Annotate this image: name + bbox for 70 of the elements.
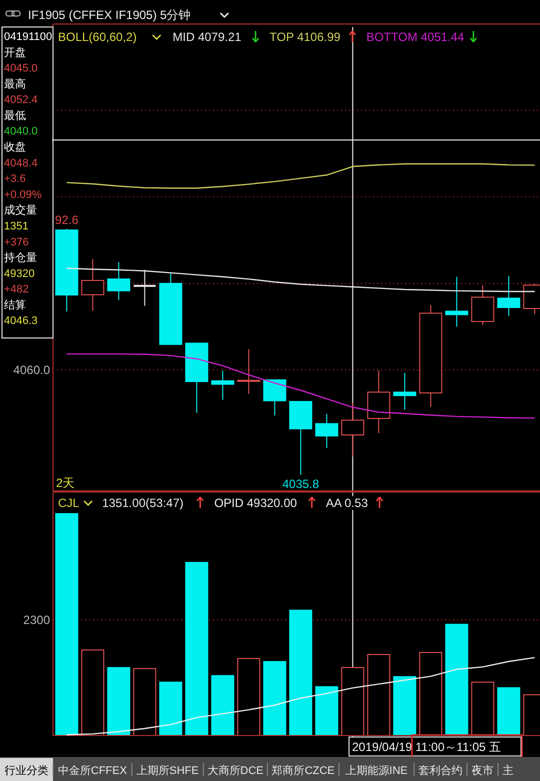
text: 结算 xyxy=(4,298,26,312)
text: 中金所CFFEX xyxy=(58,764,128,777)
text: 04191100 xyxy=(4,31,52,43)
candlestick xyxy=(107,262,130,300)
bar xyxy=(471,682,494,736)
text: 持仓量 xyxy=(4,252,37,264)
text: 上期能源INE xyxy=(345,764,408,777)
text: 2019/04/19 11:00～11:05 五 xyxy=(352,740,502,754)
text: +3.6 xyxy=(4,173,26,186)
text: 主 xyxy=(502,764,514,777)
text: MID 4079.21 xyxy=(172,30,242,44)
candlestick xyxy=(211,370,234,400)
text: 行业分类 xyxy=(4,764,48,777)
text: 郑商所CZCE xyxy=(272,764,335,777)
bar xyxy=(263,661,286,736)
text: 4040.0 xyxy=(4,126,38,138)
candlestick xyxy=(445,276,468,328)
text: 1351.00(53:47) xyxy=(102,496,184,510)
legend-title: BOLL(60,60,2) xyxy=(58,30,137,44)
annotation: 4035.8 xyxy=(282,476,320,491)
bar xyxy=(107,667,130,736)
annotation: 2天 xyxy=(56,476,75,490)
annotation: AA 0.53 xyxy=(326,496,368,510)
bar xyxy=(133,668,156,736)
candlestick xyxy=(341,402,364,458)
text: +0.09% xyxy=(4,188,42,201)
bar xyxy=(289,610,312,736)
candlestick xyxy=(419,304,442,408)
candlestick xyxy=(367,370,390,434)
text: 成交量 xyxy=(4,204,37,217)
text: 套利合约 xyxy=(418,764,463,777)
text: 收盘 xyxy=(4,142,26,154)
bar xyxy=(445,624,468,736)
candlestick xyxy=(81,258,104,312)
candlestick xyxy=(393,372,416,410)
text: 4052.4 xyxy=(4,94,38,106)
legend-title: CJL xyxy=(58,496,80,510)
chart-title: IF1905 (CFFEX IF1905) 5分钟 xyxy=(28,8,191,22)
text: BOTTOM 4051.44 xyxy=(366,30,465,44)
bar xyxy=(419,652,442,736)
text: 4048.4 xyxy=(4,157,38,170)
candlestick xyxy=(237,348,260,394)
text: 最低 xyxy=(4,110,26,122)
bar xyxy=(81,649,104,736)
bar xyxy=(211,675,234,736)
text: 上期所SHFE xyxy=(136,764,199,777)
text: +482 xyxy=(4,284,29,296)
text: OPID 49320.00 xyxy=(214,496,298,510)
text: 4060.0 xyxy=(13,363,50,378)
bar xyxy=(237,658,260,736)
bar xyxy=(159,682,182,736)
bar xyxy=(185,562,208,736)
text: TOP 4106.99 xyxy=(270,30,341,44)
bar xyxy=(315,686,338,736)
text: 夜市 xyxy=(472,764,494,777)
text: +376 xyxy=(4,236,29,248)
bar xyxy=(55,513,78,736)
text: 49320 xyxy=(4,268,35,280)
y-tick-label: 2300 xyxy=(23,612,50,627)
annotation: 92.6 xyxy=(55,212,79,227)
candlestick xyxy=(315,413,338,448)
text: 大商所DCE xyxy=(207,764,264,777)
text: 开盘 xyxy=(4,46,26,59)
bar xyxy=(393,676,416,736)
text: 1351 xyxy=(4,220,28,232)
bar xyxy=(497,687,520,736)
text: 最高 xyxy=(4,77,26,90)
text: 4045.0 xyxy=(4,62,38,75)
candlestick xyxy=(497,276,520,316)
text: 4046.3 xyxy=(4,315,38,328)
